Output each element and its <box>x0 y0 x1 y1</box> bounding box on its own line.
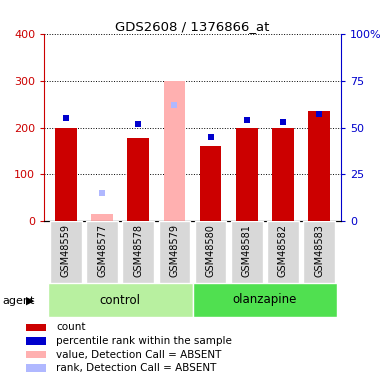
Text: ▶: ▶ <box>26 296 35 306</box>
Bar <box>164 81 185 221</box>
Bar <box>303 221 335 283</box>
Bar <box>86 221 118 283</box>
Text: GSM48578: GSM48578 <box>133 224 143 278</box>
Text: GSM48581: GSM48581 <box>242 224 252 277</box>
Text: GSM48577: GSM48577 <box>97 224 107 278</box>
Text: olanzapine: olanzapine <box>233 294 297 306</box>
Text: agent: agent <box>2 296 34 306</box>
Text: GSM48583: GSM48583 <box>314 224 324 277</box>
Bar <box>26 364 46 372</box>
Bar <box>192 283 337 317</box>
Text: percentile rank within the sample: percentile rank within the sample <box>57 336 232 346</box>
Bar <box>200 146 221 221</box>
Bar <box>26 351 46 358</box>
Bar <box>195 221 226 283</box>
Bar <box>122 221 154 283</box>
Text: control: control <box>100 294 141 306</box>
Bar <box>308 111 330 221</box>
Text: count: count <box>57 322 86 332</box>
Bar <box>55 128 77 221</box>
Title: GDS2608 / 1376866_at: GDS2608 / 1376866_at <box>116 20 270 33</box>
Text: GSM48582: GSM48582 <box>278 224 288 278</box>
Bar <box>159 221 190 283</box>
Bar <box>91 214 113 221</box>
Bar <box>48 283 192 317</box>
Bar <box>127 138 149 221</box>
Bar <box>26 337 46 345</box>
Bar <box>26 324 46 331</box>
Text: value, Detection Call = ABSENT: value, Detection Call = ABSENT <box>57 350 222 360</box>
Bar <box>272 128 294 221</box>
Text: GSM48559: GSM48559 <box>61 224 71 278</box>
Text: GSM48579: GSM48579 <box>169 224 179 278</box>
Bar <box>267 221 299 283</box>
Text: GSM48580: GSM48580 <box>206 224 216 277</box>
Text: rank, Detection Call = ABSENT: rank, Detection Call = ABSENT <box>57 363 217 373</box>
Bar <box>50 221 82 283</box>
Bar <box>236 128 258 221</box>
Bar <box>231 221 263 283</box>
